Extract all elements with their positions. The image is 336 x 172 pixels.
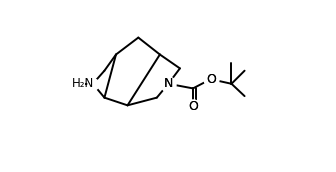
Text: H₂N: H₂N <box>72 77 94 90</box>
Text: O: O <box>188 100 198 113</box>
Text: O: O <box>206 73 216 86</box>
Text: O: O <box>206 73 216 86</box>
Text: O: O <box>188 100 198 113</box>
Text: N: N <box>164 77 173 90</box>
Text: N: N <box>164 77 173 90</box>
